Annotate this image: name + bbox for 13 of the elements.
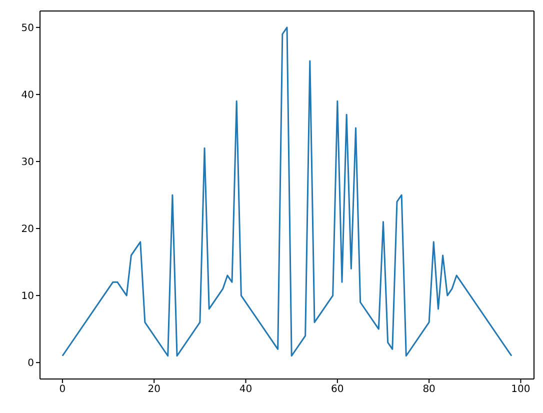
y-tick-label: 10 — [21, 291, 34, 302]
x-tick-label: 100 — [511, 384, 530, 396]
y-tick-label: 50 — [21, 22, 34, 34]
x-tick-label: 60 — [331, 384, 344, 396]
y-tick-label: 40 — [21, 90, 34, 102]
x-tick-label: 40 — [239, 384, 252, 396]
line-series — [62, 26, 512, 357]
x-tick-label: 80 — [422, 384, 436, 396]
x-tick-label: 0 — [59, 384, 66, 396]
x-tick-label: 20 — [148, 384, 160, 396]
y-tick-label: 20 — [21, 224, 34, 236]
y-tick-label: 0 — [28, 358, 34, 370]
y-tick-label: 30 — [21, 157, 34, 168]
